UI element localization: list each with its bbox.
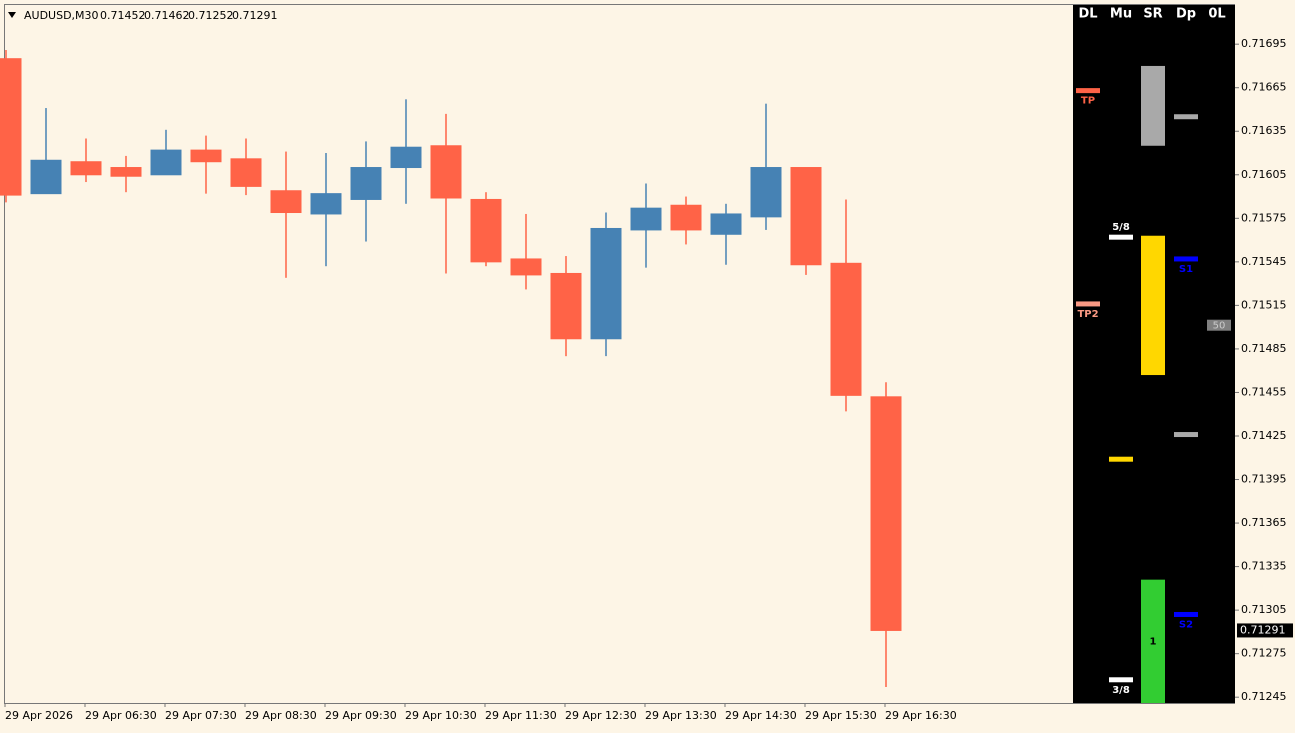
y-tick-label: 0.71275 bbox=[1241, 647, 1287, 660]
x-tick-label: 29 Apr 16:30 bbox=[885, 709, 957, 722]
y-tick-label: 0.71485 bbox=[1241, 342, 1287, 355]
candle-body bbox=[150, 149, 182, 176]
y-tick-label: 0.71545 bbox=[1241, 255, 1287, 268]
y-tick-label: 0.71455 bbox=[1241, 385, 1287, 398]
candle-body bbox=[190, 149, 222, 163]
level bbox=[1109, 677, 1133, 683]
level-label: TP bbox=[1081, 96, 1095, 107]
y-tick-label: 0.71635 bbox=[1241, 124, 1287, 137]
y-tick-label: 0.71665 bbox=[1241, 81, 1287, 94]
candle-body bbox=[590, 227, 622, 340]
y-tick-label: 0.71305 bbox=[1241, 603, 1287, 616]
candle-body bbox=[390, 146, 422, 169]
level bbox=[1174, 432, 1198, 438]
level bbox=[1109, 234, 1133, 240]
panel-header: Dp bbox=[1176, 7, 1196, 22]
candle-body bbox=[310, 193, 342, 215]
candle-body bbox=[350, 167, 382, 200]
x-tick-label: 29 Apr 15:30 bbox=[805, 709, 877, 722]
level bbox=[1076, 88, 1100, 94]
y-tick-label: 0.71695 bbox=[1241, 37, 1287, 50]
candle-body bbox=[630, 207, 662, 231]
candle-body bbox=[30, 159, 62, 195]
y-tick-label: 0.71575 bbox=[1241, 211, 1287, 224]
zone bbox=[1141, 579, 1165, 703]
open-value: 0.71452 bbox=[100, 9, 146, 22]
y-tick-label: 0.71395 bbox=[1241, 473, 1287, 486]
high-value: 0.71462 bbox=[144, 9, 190, 22]
candle-body bbox=[550, 272, 582, 340]
level-label: TP2 bbox=[1077, 309, 1098, 320]
candle-body bbox=[70, 161, 102, 176]
level bbox=[1174, 611, 1198, 617]
y-tick-label: 0.71365 bbox=[1241, 516, 1287, 529]
candle-body bbox=[110, 167, 142, 177]
level bbox=[1174, 256, 1198, 262]
zone bbox=[1141, 235, 1165, 376]
close-value: 0.71291 bbox=[232, 9, 278, 22]
level bbox=[1174, 114, 1198, 120]
x-tick-label: 29 Apr 13:30 bbox=[645, 709, 717, 722]
level-tag bbox=[1207, 319, 1231, 331]
x-tick-label: 29 Apr 12:30 bbox=[565, 709, 637, 722]
level bbox=[1076, 301, 1100, 307]
candle-body bbox=[430, 145, 462, 199]
panel-header: DL bbox=[1078, 7, 1097, 22]
y-tick-label: 0.71335 bbox=[1241, 560, 1287, 573]
symbol: AUDUSD,M30 bbox=[24, 9, 99, 22]
y-tick-label: 0.71425 bbox=[1241, 429, 1287, 442]
candle-body bbox=[0, 58, 22, 196]
x-tick-label: 29 Apr 06:30 bbox=[85, 709, 157, 722]
panel-header: Mu bbox=[1110, 7, 1132, 22]
level bbox=[1109, 456, 1133, 462]
y-tick-label: 0.71605 bbox=[1241, 168, 1287, 181]
panel-header: SR bbox=[1143, 7, 1162, 22]
candle-body bbox=[510, 258, 542, 276]
x-tick-label: 29 Apr 11:30 bbox=[485, 709, 557, 722]
x-tick-label: 29 Apr 07:30 bbox=[165, 709, 237, 722]
candle-body bbox=[470, 198, 502, 263]
x-tick-label: 29 Apr 09:30 bbox=[325, 709, 397, 722]
panel-header: 0L bbox=[1208, 7, 1225, 22]
level-tag-label: 50 bbox=[1213, 321, 1226, 332]
y-tick-label: 0.71245 bbox=[1241, 690, 1287, 703]
x-tick-label: 29 Apr 08:30 bbox=[245, 709, 317, 722]
x-tick-label: 29 Apr 10:30 bbox=[405, 709, 477, 722]
x-tick-label: 29 Apr 2026 bbox=[5, 709, 73, 722]
zone-label: 1 bbox=[1150, 636, 1157, 647]
current-price-tag bbox=[1237, 623, 1293, 638]
x-tick-label: 29 Apr 14:30 bbox=[725, 709, 797, 722]
candle-body bbox=[790, 167, 822, 266]
level-label: 3/8 bbox=[1112, 685, 1130, 696]
candle-body bbox=[830, 262, 862, 396]
low-value: 0.71252 bbox=[188, 9, 234, 22]
menu-arrow[interactable] bbox=[8, 12, 16, 18]
level-label: S1 bbox=[1179, 264, 1193, 275]
y-tick-label: 0.71515 bbox=[1241, 298, 1287, 311]
level-label: 5/8 bbox=[1112, 222, 1130, 233]
current-price-label: 0.71291 bbox=[1240, 623, 1286, 636]
level-label: S2 bbox=[1179, 619, 1193, 630]
candle-body bbox=[710, 213, 742, 235]
zone bbox=[1141, 65, 1165, 146]
candle-body bbox=[270, 190, 302, 214]
candle-body bbox=[750, 167, 782, 218]
candle-body bbox=[230, 158, 262, 187]
candle-body bbox=[870, 396, 902, 631]
candle-body bbox=[670, 204, 702, 231]
